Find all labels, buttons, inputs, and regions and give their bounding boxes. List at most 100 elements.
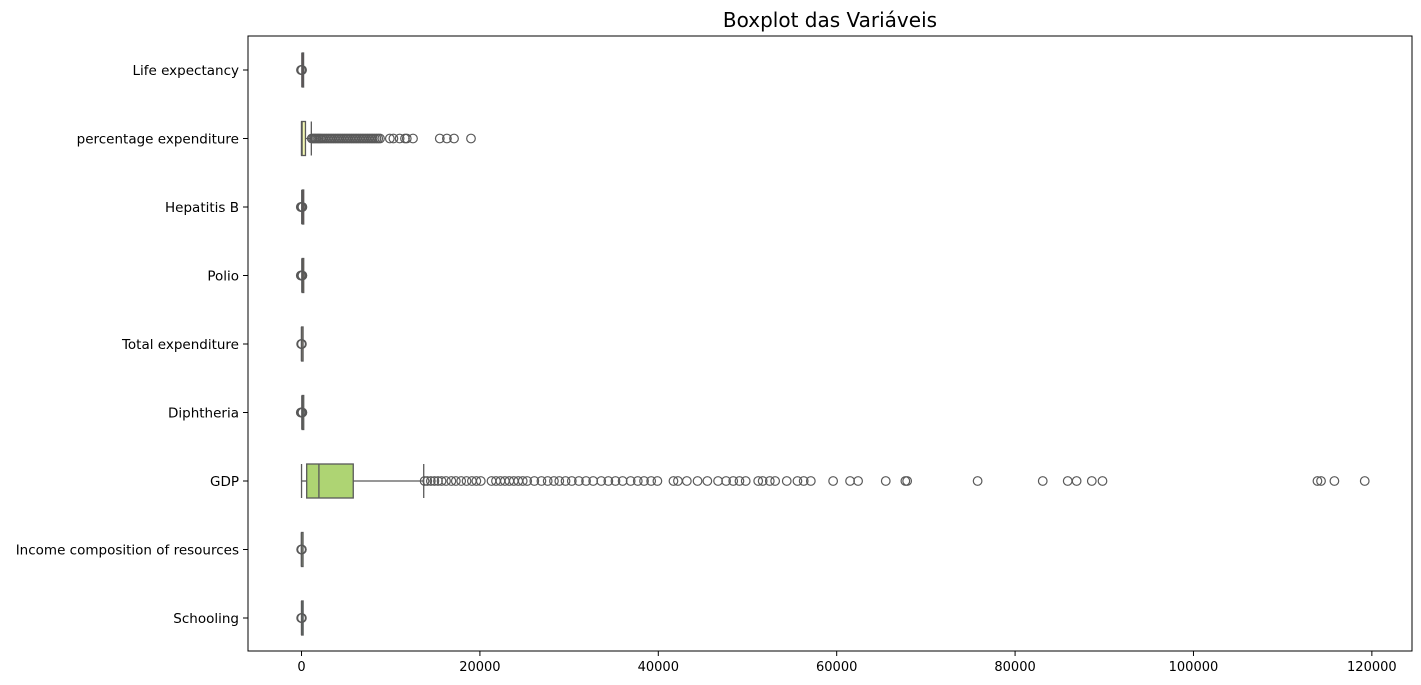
outlier-point [740,476,751,486]
outlier-point [566,476,577,486]
outlier-point [880,476,891,486]
outlier-point [902,476,913,486]
y-tick-label: Total expenditure [121,337,239,353]
outliers-layer [295,65,1370,623]
outlier-point [1316,476,1326,486]
box-total-expenditure [300,326,304,362]
outlier-point [603,476,614,486]
outlier-point [681,476,692,486]
outlier-point [517,476,528,486]
outlier-point [297,202,308,212]
outlier-point [798,476,809,486]
outlier-point [1071,476,1082,486]
outlier-point [384,133,395,144]
outlier-point [828,476,839,486]
outlier-point [422,476,433,486]
outlier-point [475,476,486,486]
outlier-point [770,476,781,486]
outlier-point [652,476,663,486]
outlier-point [972,476,983,486]
outlier-point [461,476,472,486]
outlier-point [639,476,649,486]
plot-border [247,35,1413,652]
outlier-point [757,476,768,486]
outlier-point [429,476,440,486]
x-tick-label: 20000 [459,660,500,675]
outlier-point [296,339,307,349]
outlier-point [442,133,452,144]
outlier-point [542,476,553,486]
outlier-point [408,133,418,144]
outlier-point [668,476,679,486]
outlier-point [436,476,447,486]
outlier-point [466,133,476,144]
outlier-point [446,476,457,486]
plot-frame [247,35,1413,652]
x-tick-label: 0 [297,660,305,675]
outlier-point [450,476,461,486]
outlier-point [297,270,308,281]
outlier-point [419,476,430,486]
outlier-point [764,476,775,486]
box-schooling [300,600,304,636]
outlier-point [610,476,621,486]
outlier-point [560,476,571,486]
boxes-layer [300,52,425,636]
box-diphtheria [301,394,305,431]
outlier-point [646,476,657,486]
chart-title: Boxplot das Variáveis [723,8,937,32]
y-tick-label: percentage expenditure [77,132,239,148]
box-life-expectancy [301,52,305,88]
outlier-point [581,476,591,486]
outlier-point [471,476,482,486]
y-tick-label: Schooling [173,611,239,627]
outlier-point [1062,476,1073,486]
y-tick-label: GDP [210,474,239,490]
outlier-point [449,133,459,144]
outlier-point [1359,476,1370,486]
x-tick-label: 40000 [638,660,679,675]
outlier-point [702,476,713,486]
outlier-point [296,544,307,555]
outlier-point [375,133,385,144]
box-body [306,463,354,499]
outlier-point [536,476,547,486]
y-tick-label: Life expectancy [132,63,239,79]
y-tick-label: Diphtheria [168,406,239,422]
outlier-point [425,476,436,486]
x-tick-label: 80000 [994,660,1035,675]
outlier-point [394,133,405,144]
outlier-point [296,613,307,623]
outlier-point [845,476,855,486]
outlier-point [1097,476,1108,486]
outlier-point [853,476,863,486]
outlier-point [781,476,792,486]
box-gdp [300,463,425,499]
y-tick-label: Income composition of resources [16,543,239,559]
outlier-point [692,476,703,486]
x-tick-label: 120000 [1347,660,1397,675]
y-axis: Life expectancy percentage expenditure Hep… [16,63,248,627]
outlier-point [734,476,745,486]
y-tick-label: Hepatitis B [165,200,239,216]
outlier-point [434,133,445,144]
outlier-point [625,476,636,486]
outlier-point [596,476,607,486]
outlier-point [297,407,308,418]
outlier-point [1037,476,1048,486]
box-hepatitis-b [301,189,305,225]
outlier-point [549,476,559,486]
outlier-point [721,476,731,486]
outlier-point [297,65,307,75]
outlier-point [1312,476,1323,486]
outlier-point [713,476,723,486]
outlier-point [632,476,643,486]
x-tick-label: 100000 [1169,660,1219,675]
x-axis: 0 20000 40000 60000 80000 100000 120000 [297,651,1397,675]
outlier-point [441,476,451,486]
box-income-composition-of-resources [300,531,304,568]
outlier-point [753,476,764,486]
outlier-point [1329,476,1340,486]
